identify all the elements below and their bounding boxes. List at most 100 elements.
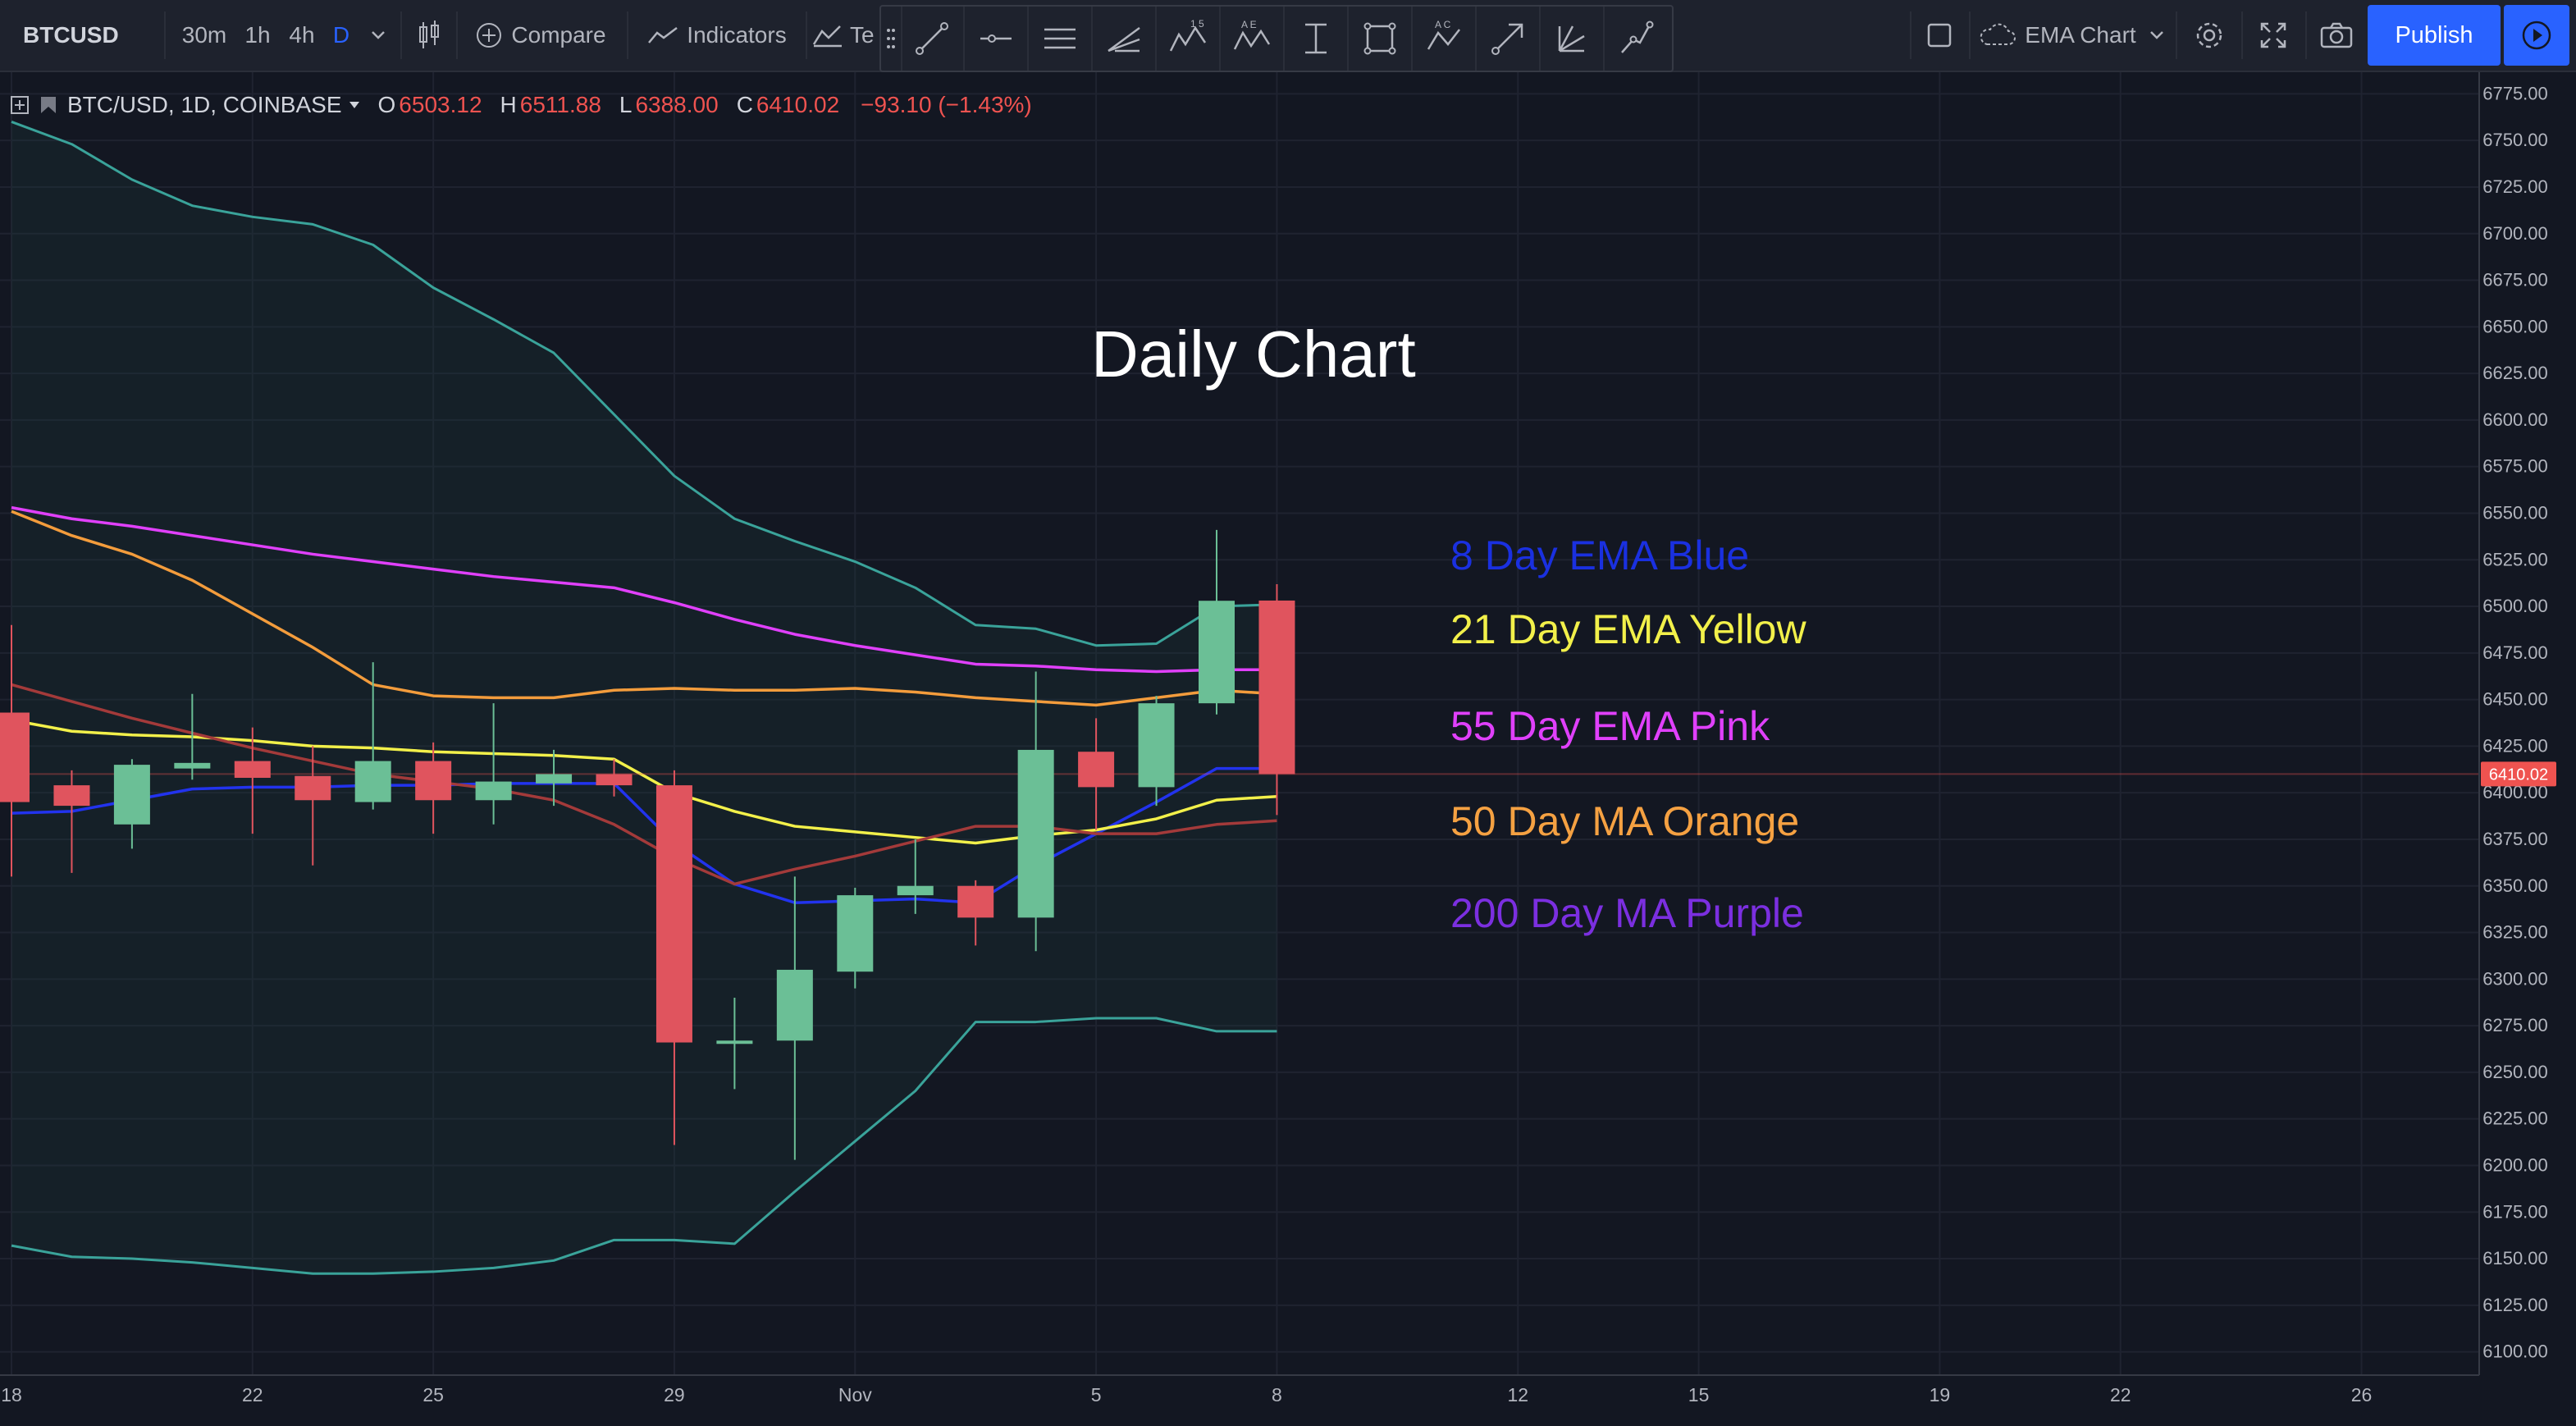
price-tick-label: 6625.00 bbox=[2482, 363, 2548, 383]
time-tick-label: 8 bbox=[1272, 1384, 1282, 1405]
candle-body bbox=[1258, 600, 1295, 775]
drawing-toolbar: 1 5 A E A C bbox=[879, 5, 1674, 72]
time-tick-label: 18 bbox=[1, 1384, 22, 1405]
layout-name: EMA Chart bbox=[2025, 22, 2136, 48]
publish-button[interactable]: Publish bbox=[2368, 5, 2501, 66]
change-value: −93.10 (−1.43%) bbox=[861, 92, 1032, 117]
price-tick-label: 6600.00 bbox=[2482, 409, 2548, 430]
candle-body bbox=[1017, 749, 1054, 918]
candle-body bbox=[1078, 752, 1115, 788]
candle-body bbox=[716, 1040, 753, 1044]
templates-button[interactable]: Te bbox=[812, 0, 881, 71]
rectangle-icon[interactable] bbox=[1349, 7, 1413, 71]
candle-body bbox=[475, 781, 512, 801]
time-tick-label: 22 bbox=[242, 1384, 263, 1405]
candle-body bbox=[113, 765, 150, 825]
fullscreen-icon[interactable] bbox=[2249, 0, 2297, 71]
price-tick-label: 6200.00 bbox=[2482, 1154, 2548, 1175]
symbol-search[interactable]: BTCUSD bbox=[23, 22, 119, 48]
chart-title-annotation[interactable]: Daily Chart bbox=[1091, 318, 1416, 391]
ema55-annotation[interactable]: 55 Day EMA Pink bbox=[1450, 703, 1770, 749]
interval-4h[interactable]: 4h bbox=[289, 22, 315, 48]
camera-icon[interactable] bbox=[2312, 0, 2361, 71]
open-label: O bbox=[377, 92, 396, 117]
price-tick-label: 6475.00 bbox=[2482, 642, 2548, 663]
price-tick-label: 6525.00 bbox=[2482, 549, 2548, 569]
xabcd-pattern-icon[interactable]: A E bbox=[1221, 7, 1285, 71]
candle-body bbox=[415, 761, 452, 801]
drag-handle-icon[interactable] bbox=[881, 7, 902, 71]
plus-circle-icon bbox=[477, 23, 502, 48]
long-position-icon[interactable] bbox=[1477, 7, 1541, 71]
price-tick-label: 6725.00 bbox=[2482, 176, 2548, 197]
interval-30m[interactable]: 30m bbox=[181, 22, 227, 48]
candle-body bbox=[174, 762, 211, 769]
flag-icon[interactable] bbox=[39, 95, 57, 115]
last-price-badge: 6410.02 bbox=[2481, 761, 2556, 787]
time-tick-label: 19 bbox=[1930, 1384, 1951, 1405]
candle-body bbox=[596, 774, 633, 786]
trend-line-icon[interactable] bbox=[901, 7, 965, 71]
price-tick-label: 6700.00 bbox=[2482, 223, 2548, 244]
interval-1h[interactable]: 1h bbox=[244, 22, 271, 48]
indicator-lines bbox=[11, 121, 1277, 1275]
time-tick-label: Nov bbox=[838, 1384, 872, 1405]
ma50-annotation[interactable]: 50 Day MA Orange bbox=[1450, 798, 1800, 844]
time-tick-label: 12 bbox=[1507, 1384, 1528, 1405]
price-tick-label: 6150.00 bbox=[2482, 1248, 2548, 1268]
svg-text:1 5: 1 5 bbox=[1190, 20, 1204, 30]
ma50-line bbox=[11, 510, 1277, 707]
interval-d[interactable]: D bbox=[332, 22, 350, 48]
pitchfork-icon[interactable] bbox=[1093, 7, 1157, 71]
caret-down-icon[interactable] bbox=[349, 101, 360, 109]
price-tick-label: 6375.00 bbox=[2482, 829, 2548, 849]
gann-icon[interactable] bbox=[1541, 7, 1605, 71]
interval-dropdown-chevron-down-icon[interactable] bbox=[364, 0, 392, 71]
date-range-icon[interactable] bbox=[1285, 7, 1349, 71]
parallel-channel-icon[interactable] bbox=[1029, 7, 1093, 71]
ema8-annotation[interactable]: 8 Day EMA Blue bbox=[1450, 532, 1750, 578]
elliott-wave-icon[interactable]: 1 5 bbox=[1157, 7, 1221, 71]
abcd-pattern-icon[interactable]: A C bbox=[1413, 7, 1477, 71]
price-axis[interactable]: 6100.00 6125.00 6150.00 6175.00 6200.00 6225.… bbox=[2482, 83, 2548, 1361]
low-label: L bbox=[619, 92, 633, 117]
high-value: 6511.88 bbox=[519, 92, 601, 117]
ma_dark-line bbox=[11, 683, 1277, 886]
candles-chart-type-icon[interactable] bbox=[410, 0, 448, 71]
horizontal-ray-icon[interactable] bbox=[965, 7, 1029, 71]
templates-label: Te bbox=[850, 22, 875, 48]
ohlc-legend: BTC/USD, 1D, COINBASE O 6503.12 H 6511.88 … bbox=[10, 89, 1032, 121]
close-value: 6410.02 bbox=[756, 92, 840, 117]
price-tick-label: 6550.00 bbox=[2482, 502, 2548, 523]
candle-body bbox=[295, 775, 331, 801]
price-tick-label: 6575.00 bbox=[2482, 456, 2548, 477]
settings-icon[interactable] bbox=[2185, 0, 2233, 71]
price-tick-label: 6350.00 bbox=[2482, 875, 2548, 896]
path-icon[interactable] bbox=[1605, 7, 1667, 71]
expand-icon[interactable] bbox=[10, 95, 30, 115]
last-price-label: 6410.02 bbox=[2489, 766, 2548, 784]
indicators-button[interactable]: Indicators bbox=[637, 0, 797, 71]
compare-button[interactable]: Compare bbox=[464, 0, 617, 71]
time-tick-label: 22 bbox=[2110, 1384, 2131, 1405]
ema21-annotation[interactable]: 21 Day EMA Yellow bbox=[1450, 606, 1806, 652]
candle-body bbox=[776, 969, 813, 1041]
time-tick-label: 15 bbox=[1688, 1384, 1710, 1405]
layout-save-button[interactable]: EMA Chart bbox=[1979, 0, 2164, 71]
price-tick-label: 6175.00 bbox=[2482, 1201, 2548, 1222]
symbol-description[interactable]: BTC/USD, 1D, COINBASE bbox=[67, 92, 342, 117]
compare-label: Compare bbox=[511, 22, 606, 48]
chart-grid bbox=[0, 71, 2479, 1375]
close-label: C bbox=[736, 92, 753, 117]
ma200-annotation[interactable]: 200 Day MA Purple bbox=[1450, 890, 1804, 936]
time-tick-label: 26 bbox=[2351, 1384, 2373, 1405]
price-tick-label: 6675.00 bbox=[2482, 270, 2548, 290]
time-axis[interactable]: 18 22 25 29 Nov 5 8 12 15 19 22 26 bbox=[1, 1384, 2372, 1405]
svg-text:A E: A E bbox=[1241, 20, 1257, 30]
time-tick-label: 25 bbox=[422, 1384, 444, 1405]
layout-square-icon[interactable] bbox=[1920, 0, 1959, 71]
time-tick-label: 29 bbox=[664, 1384, 685, 1405]
cloud-icon bbox=[1980, 23, 2016, 45]
replay-play-icon[interactable] bbox=[2504, 5, 2569, 66]
